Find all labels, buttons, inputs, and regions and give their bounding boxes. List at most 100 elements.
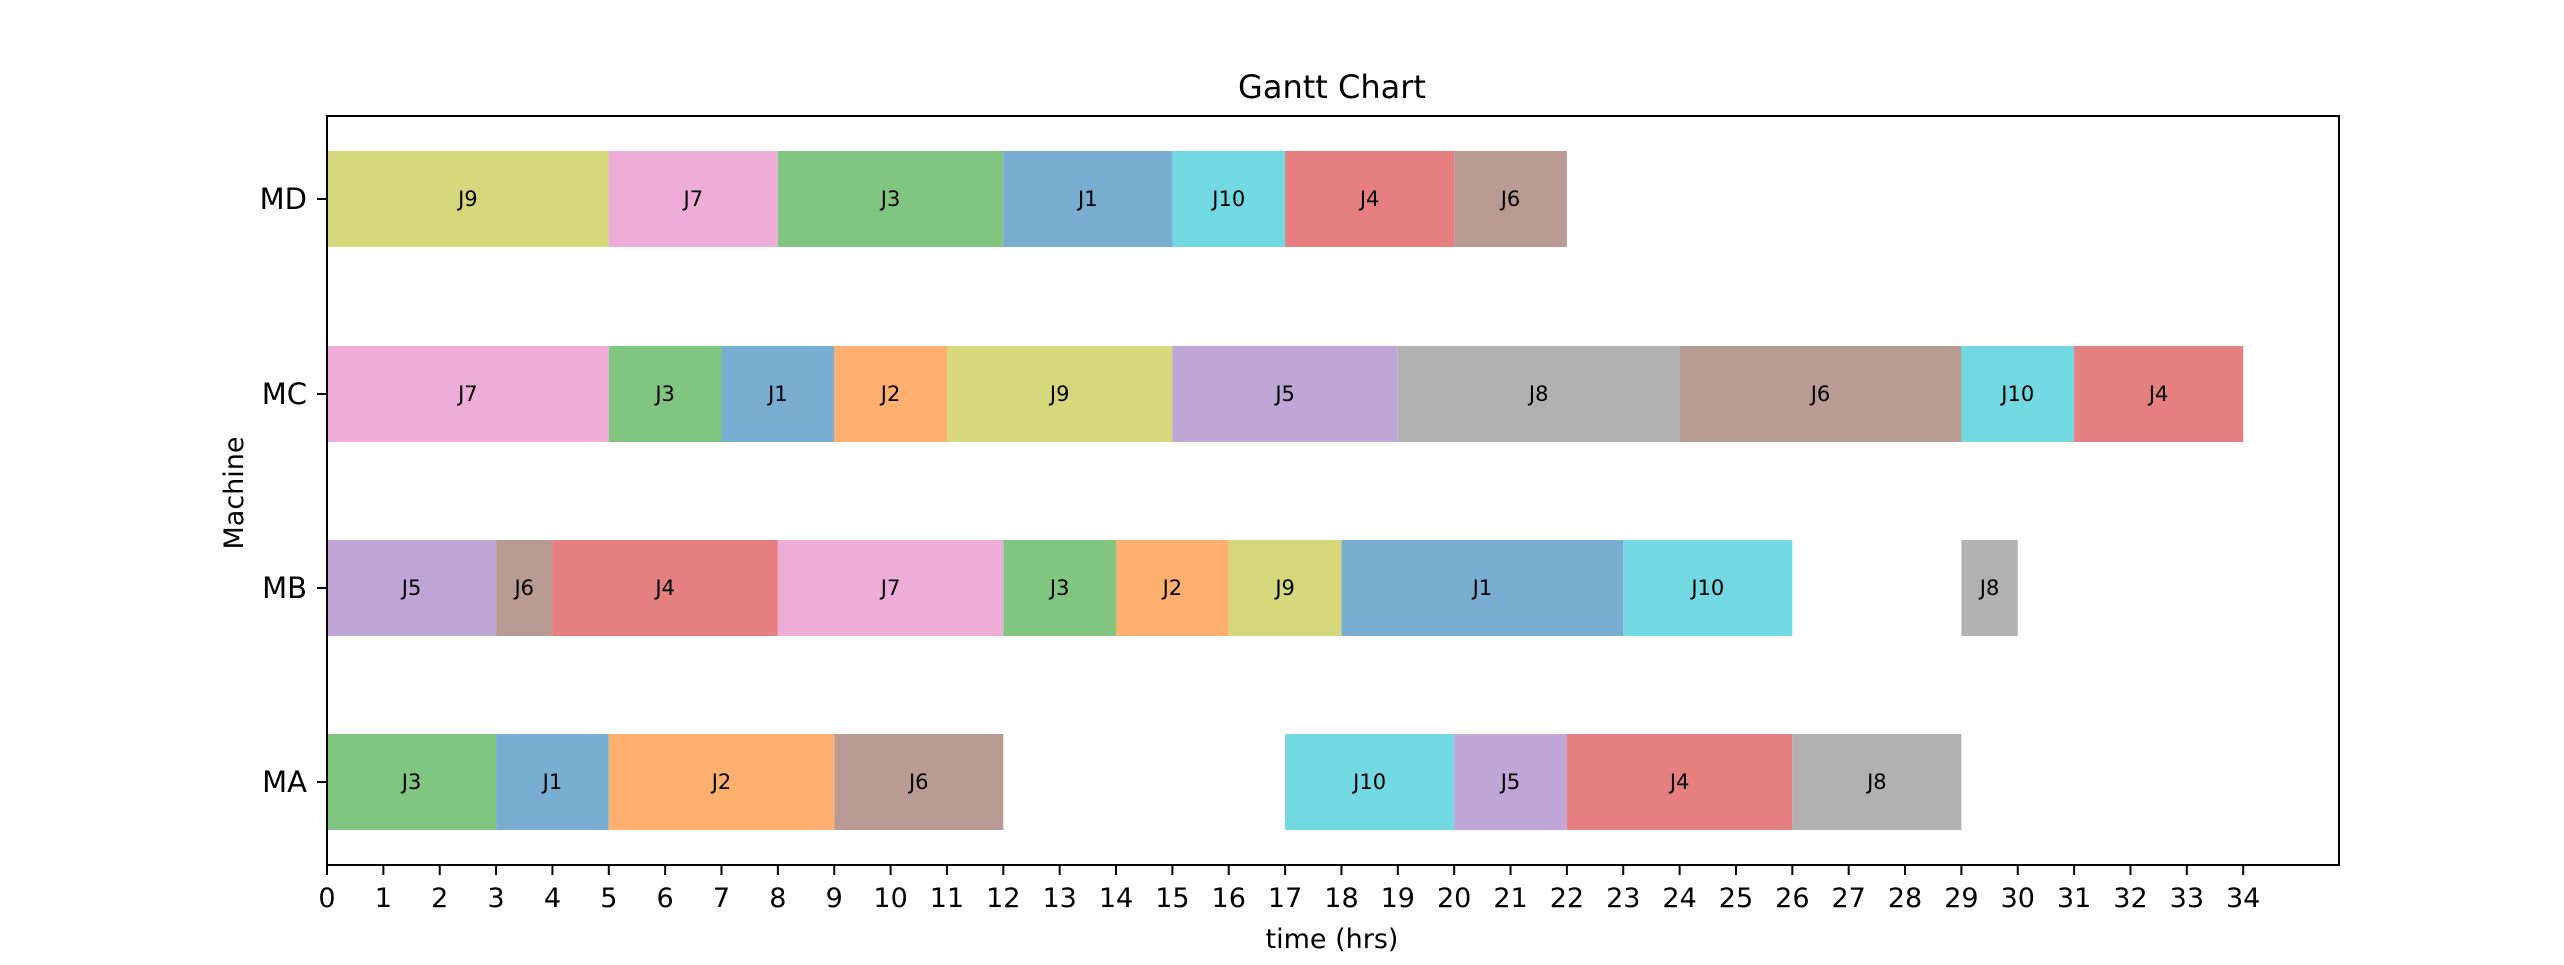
gantt-bar xyxy=(777,151,1004,247)
gantt-bar xyxy=(1623,540,1793,636)
gantt-bar-label: J8 xyxy=(1978,576,2000,600)
x-tick-label: 25 xyxy=(1719,883,1753,914)
gantt-bar xyxy=(1285,151,1455,247)
y-tick-label: MD xyxy=(260,182,307,216)
gantt-bar xyxy=(327,540,497,636)
gantt-bar xyxy=(834,734,1004,830)
gantt-bar-label: J6 xyxy=(512,576,534,600)
x-tick-label: 3 xyxy=(487,883,504,914)
gantt-bar xyxy=(1566,734,1793,830)
x-tick-label: 28 xyxy=(1888,883,1922,914)
x-tick-label: 31 xyxy=(2057,883,2091,914)
y-tick-label: MA xyxy=(262,765,307,799)
gantt-bar xyxy=(2074,346,2244,442)
gantt-bar-label: J3 xyxy=(400,770,422,794)
gantt-task: J2 xyxy=(608,734,835,830)
gantt-bar-label: J10 xyxy=(1689,576,1724,600)
gantt-bar xyxy=(1003,540,1117,636)
gantt-bar-label: J1 xyxy=(1076,187,1098,211)
x-tick-label: 10 xyxy=(873,883,907,914)
x-tick-label: 33 xyxy=(2170,883,2204,914)
x-axis: 0 1 2 3 4 5 6 7 8 9 10 11 12 13 14 15 16 17 18 19 20 21 22 23 24… xyxy=(318,865,2260,914)
gantt-task: J6 xyxy=(834,734,1004,830)
gantt-bar xyxy=(1116,540,1229,636)
gantt-bar-label: J5 xyxy=(1499,770,1521,794)
gantt-bar xyxy=(552,540,778,636)
gantt-bar xyxy=(1961,540,2018,636)
gantt-bar xyxy=(1003,151,1173,247)
gantt-bar-label: J4 xyxy=(1358,187,1380,211)
y-axis: MA MB MC MD xyxy=(260,182,327,799)
x-tick-label: 16 xyxy=(1212,883,1246,914)
gantt-bar xyxy=(496,540,553,636)
gantt-bar xyxy=(608,346,722,442)
gantt-bar xyxy=(1228,540,1342,636)
x-tick-label: 21 xyxy=(1493,883,1527,914)
gantt-bar-label: J4 xyxy=(2147,382,2169,406)
gantt-task: J8 xyxy=(1397,346,1680,442)
gantt-task: J3 xyxy=(1003,540,1117,636)
gantt-bar xyxy=(327,734,497,830)
gantt-bar xyxy=(1961,346,2075,442)
x-tick-label: 4 xyxy=(544,883,561,914)
gantt-bar-label: J3 xyxy=(653,382,675,406)
gantt-task: J4 xyxy=(1566,734,1793,830)
plot-frame xyxy=(326,115,2340,866)
gantt-task: J4 xyxy=(552,540,778,636)
gantt-bar-label: J8 xyxy=(1865,770,1887,794)
gantt-task: J6 xyxy=(1679,346,1962,442)
x-tick-label: 20 xyxy=(1437,883,1471,914)
gantt-task: J8 xyxy=(1792,734,1962,830)
gantt-task: J1 xyxy=(1003,151,1173,247)
gantt-bar-label: J4 xyxy=(1668,770,1690,794)
gantt-bar-label: J3 xyxy=(1048,576,1070,600)
gantt-bar-label: J3 xyxy=(879,187,901,211)
gantt-task: J9 xyxy=(946,346,1173,442)
gantt-bar xyxy=(1454,734,1567,830)
gantt-bar xyxy=(327,346,609,442)
gantt-bar-label: J2 xyxy=(1161,576,1183,600)
gantt-bar xyxy=(721,346,835,442)
gantt-bar xyxy=(1172,151,1286,247)
x-tick-label: 9 xyxy=(826,883,843,914)
gantt-bar-label: J1 xyxy=(766,382,788,406)
x-tick-label: 0 xyxy=(318,883,335,914)
gantt-task: J2 xyxy=(834,346,947,442)
x-tick-label: 2 xyxy=(431,883,448,914)
x-tick-label: 32 xyxy=(2113,883,2147,914)
gantt-bar-label: J7 xyxy=(879,576,901,600)
gantt-bar xyxy=(608,151,778,247)
gantt-task: J7 xyxy=(777,540,1004,636)
gantt-bar-label: J2 xyxy=(710,770,732,794)
x-tick-label: 14 xyxy=(1099,883,1133,914)
gantt-task: J8 xyxy=(1961,540,2018,636)
gantt-task: J4 xyxy=(2074,346,2244,442)
gantt-bar-label: J8 xyxy=(1527,382,1549,406)
x-tick-label: 18 xyxy=(1324,883,1358,914)
gantt-task: J1 xyxy=(1341,540,1624,636)
gantt-bar-label: J7 xyxy=(682,187,704,211)
gantt-task: J7 xyxy=(327,346,609,442)
gantt-bar xyxy=(496,734,609,830)
gantt-task: J7 xyxy=(608,151,778,247)
gantt-bar-label: J5 xyxy=(400,576,422,600)
gantt-bar xyxy=(1285,734,1455,830)
gantt-bar-label: J6 xyxy=(1809,382,1831,406)
gantt-bar xyxy=(946,346,1173,442)
gantt-bar-label: J9 xyxy=(1048,382,1070,406)
gantt-bar-label: J5 xyxy=(1273,382,1295,406)
y-tick-label: MC xyxy=(262,377,307,411)
gantt-bar xyxy=(1341,540,1624,636)
x-tick-label: 17 xyxy=(1268,883,1302,914)
gantt-bar-label: J9 xyxy=(456,187,478,211)
gantt-task: J3 xyxy=(777,151,1004,247)
gantt-bar-label: J9 xyxy=(1273,576,1295,600)
x-tick-label: 1 xyxy=(375,883,392,914)
x-tick-label: 5 xyxy=(600,883,617,914)
gantt-task: J6 xyxy=(496,540,553,636)
x-tick-label: 12 xyxy=(986,883,1020,914)
x-tick-label: 23 xyxy=(1606,883,1640,914)
gantt-bar xyxy=(608,734,835,830)
x-tick-label: 22 xyxy=(1550,883,1584,914)
